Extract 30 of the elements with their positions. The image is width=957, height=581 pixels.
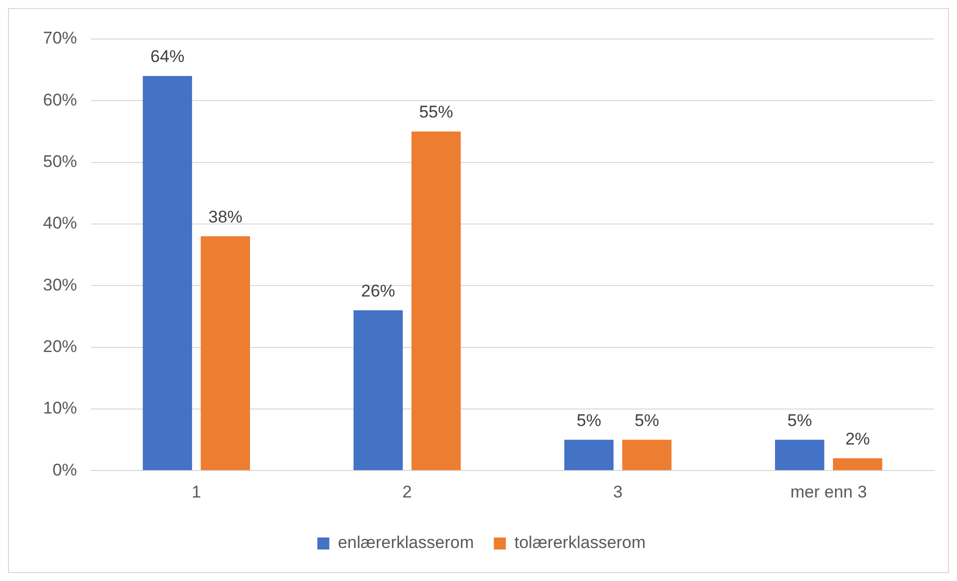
bar — [354, 310, 403, 470]
bar — [775, 440, 824, 470]
bar — [564, 440, 614, 470]
data-label: 5% — [787, 410, 812, 430]
y-tick-label: 20% — [42, 336, 78, 356]
bar — [142, 76, 192, 470]
x-tick-label: mer enn 3 — [790, 482, 867, 502]
bar — [411, 131, 461, 470]
x-tick-label: 1 — [192, 482, 202, 502]
data-label: 26% — [361, 281, 396, 300]
bar — [200, 236, 250, 470]
y-tick-label: 50% — [42, 152, 78, 171]
data-label: 2% — [845, 429, 870, 448]
y-tick-label: 70% — [42, 28, 78, 48]
legend-label: enlærerklasserom — [338, 533, 474, 552]
data-label: 55% — [419, 102, 454, 122]
y-tick-label: 30% — [42, 275, 78, 294]
data-label: 64% — [150, 47, 184, 66]
y-tick-label: 0% — [52, 460, 78, 480]
bar — [622, 440, 672, 470]
x-tick-label: 3 — [613, 482, 623, 502]
data-label: 5% — [576, 410, 602, 430]
bar — [832, 458, 882, 470]
y-tick-label: 40% — [42, 214, 78, 233]
x-tick-label: 2 — [402, 482, 412, 502]
y-tick-label: 10% — [42, 398, 78, 418]
legend-label: tolærerklasserom — [514, 533, 646, 552]
data-label: 5% — [634, 410, 660, 430]
data-label: 38% — [208, 207, 242, 226]
y-tick-label: 60% — [42, 90, 78, 110]
